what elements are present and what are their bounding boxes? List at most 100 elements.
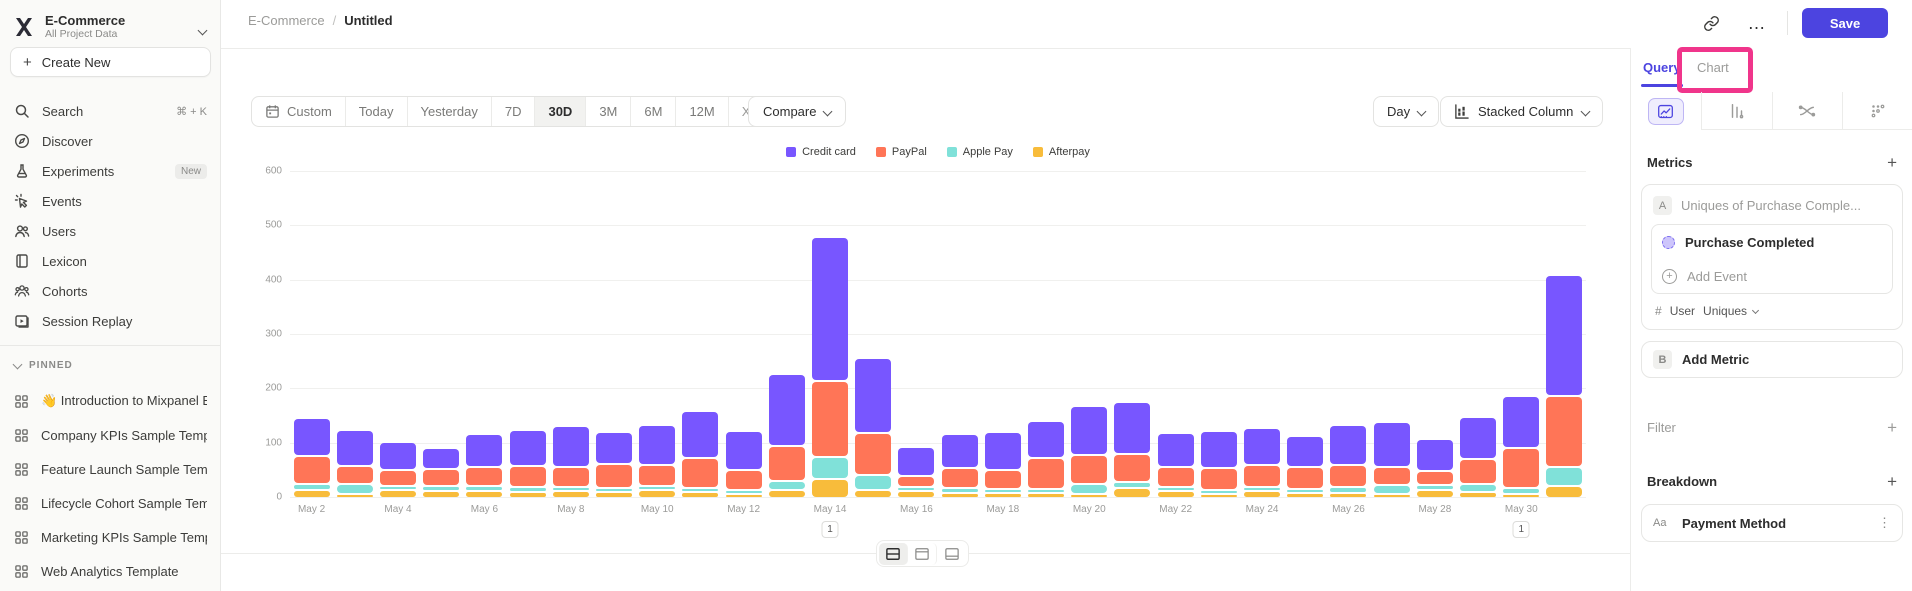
copy-link-icon[interactable]: [1695, 8, 1727, 38]
bar-segment-paypal[interactable]: [1330, 465, 1367, 487]
bar-segment-apple-pay[interactable]: [898, 487, 935, 491]
bar-may-20[interactable]: May 20: [1068, 171, 1111, 515]
bar-segment-credit-card[interactable]: [682, 412, 719, 457]
bar-may-2[interactable]: May 2: [290, 171, 333, 515]
sidebar-item-experiments[interactable]: Experiments New: [0, 156, 221, 186]
bar-segment-credit-card[interactable]: [812, 237, 849, 381]
bar-segment-apple-pay[interactable]: [1200, 491, 1237, 493]
bar-segment-paypal[interactable]: [423, 469, 460, 486]
pinned-board-item[interactable]: Company KPIs Sample Templat: [0, 418, 221, 452]
bar-segment-paypal[interactable]: [1546, 396, 1583, 467]
date-range-3m[interactable]: 3M: [586, 97, 632, 126]
bar-segment-afterpay[interactable]: [423, 491, 460, 497]
bar-may-11[interactable]: [679, 171, 722, 497]
bar-segment-apple-pay[interactable]: [380, 486, 416, 489]
top-panel-view-button[interactable]: [908, 542, 937, 565]
bar-segment-apple-pay[interactable]: [1157, 488, 1194, 491]
bar-segment-paypal[interactable]: [1071, 456, 1108, 484]
bar-segment-credit-card[interactable]: [984, 433, 1021, 470]
bar-segment-afterpay[interactable]: [509, 493, 546, 497]
bar-segment-credit-card[interactable]: [1373, 423, 1410, 466]
bar-segment-credit-card[interactable]: [768, 374, 805, 445]
bar-segment-credit-card[interactable]: [639, 426, 676, 464]
compare-button[interactable]: Compare: [748, 96, 847, 127]
bar-may-28[interactable]: May 28: [1413, 171, 1456, 515]
bar-segment-credit-card[interactable]: [336, 430, 373, 465]
bar-segment-afterpay[interactable]: [1071, 494, 1108, 497]
bar-segment-afterpay[interactable]: [682, 493, 719, 497]
bar-segment-apple-pay[interactable]: [1071, 485, 1108, 493]
bar-segment-afterpay[interactable]: [725, 495, 762, 497]
bar-segment-credit-card[interactable]: [725, 431, 762, 469]
bar-may-18[interactable]: May 18: [981, 171, 1024, 515]
bar-segment-afterpay[interactable]: [984, 494, 1021, 497]
bar-segment-paypal[interactable]: [1244, 465, 1281, 487]
bar-may-31[interactable]: [1543, 171, 1586, 497]
bar-may-6[interactable]: May 6: [463, 171, 506, 515]
date-range-7d[interactable]: 7D: [492, 97, 536, 126]
bar-may-13[interactable]: [765, 171, 808, 497]
bar-segment-apple-pay[interactable]: [1287, 490, 1324, 493]
create-new-button[interactable]: + Create New: [10, 47, 211, 77]
bar-segment-afterpay[interactable]: [1416, 491, 1453, 497]
add-breakdown-plus-icon[interactable]: +: [1887, 472, 1897, 491]
bar-segment-apple-pay[interactable]: [984, 489, 1021, 493]
bar-segment-afterpay[interactable]: [768, 490, 805, 497]
bar-segment-afterpay[interactable]: [1460, 493, 1497, 497]
bar-segment-paypal[interactable]: [1373, 467, 1410, 484]
bar-segment-afterpay[interactable]: [1330, 493, 1367, 497]
bar-segment-paypal[interactable]: [1503, 449, 1540, 488]
bar-may-24[interactable]: May 24: [1240, 171, 1283, 515]
kebab-menu-icon[interactable]: ⋮: [1878, 515, 1891, 530]
bar-may-4[interactable]: May 4: [376, 171, 419, 515]
add-filter-plus-icon[interactable]: +: [1887, 418, 1897, 437]
bar-segment-credit-card[interactable]: [509, 431, 546, 465]
bar-may-15[interactable]: [852, 171, 895, 497]
bar-segment-paypal[interactable]: [1416, 472, 1453, 484]
breadcrumb-parent[interactable]: E-Commerce: [248, 13, 325, 28]
bar-segment-afterpay[interactable]: [639, 491, 676, 497]
bar-segment-paypal[interactable]: [293, 456, 330, 483]
event-row[interactable]: Purchase Completed: [1652, 225, 1892, 259]
bar-segment-paypal[interactable]: [552, 467, 589, 487]
bar-segment-paypal[interactable]: [466, 468, 503, 486]
aggregation-type-dropdown[interactable]: Uniques: [1703, 304, 1760, 318]
add-metric-plus-icon[interactable]: +: [1887, 153, 1897, 172]
bar-segment-afterpay[interactable]: [1244, 492, 1281, 497]
annotation-badge[interactable]: 1: [1512, 521, 1530, 538]
bar-may-25[interactable]: [1284, 171, 1327, 497]
bar-may-3[interactable]: [333, 171, 376, 497]
bar-segment-afterpay[interactable]: [1200, 495, 1237, 497]
bar-segment-apple-pay[interactable]: [1028, 490, 1065, 493]
date-range-custom[interactable]: Custom: [252, 97, 346, 126]
bar-segment-apple-pay[interactable]: [1330, 488, 1367, 492]
bar-segment-apple-pay[interactable]: [336, 485, 373, 493]
bar-segment-credit-card[interactable]: [1546, 276, 1583, 395]
bar-segment-credit-card[interactable]: [1330, 425, 1367, 464]
chart-type-button[interactable]: Stacked Column: [1440, 96, 1604, 127]
bar-segment-afterpay[interactable]: [1114, 489, 1151, 497]
bar-segment-apple-pay[interactable]: [466, 487, 503, 491]
bar-segment-paypal[interactable]: [941, 468, 978, 488]
sidebar-item-discover[interactable]: Discover: [0, 126, 221, 156]
bar-segment-apple-pay[interactable]: [1416, 485, 1453, 490]
bar-may-10[interactable]: May 10: [636, 171, 679, 515]
bar-segment-paypal[interactable]: [855, 434, 892, 474]
save-button[interactable]: Save: [1802, 8, 1888, 38]
bar-may-27[interactable]: [1370, 171, 1413, 497]
date-range-today[interactable]: Today: [346, 97, 408, 126]
bar-segment-apple-pay[interactable]: [682, 488, 719, 492]
bar-segment-apple-pay[interactable]: [552, 488, 589, 491]
bar-segment-afterpay[interactable]: [1287, 494, 1324, 497]
date-range-30d[interactable]: 30D: [535, 97, 587, 126]
tab-retention-icon[interactable]: [1843, 92, 1912, 130]
project-chevron-down-icon[interactable]: [197, 21, 208, 39]
bar-may-30[interactable]: May 30 1: [1500, 171, 1543, 538]
add-event-row[interactable]: + Add Event: [1652, 259, 1892, 293]
split-view-button[interactable]: [879, 542, 908, 565]
bar-segment-afterpay[interactable]: [1503, 494, 1540, 497]
bar-segment-afterpay[interactable]: [1157, 492, 1194, 497]
bar-may-5[interactable]: [420, 171, 463, 497]
bar-segment-afterpay[interactable]: [812, 479, 849, 497]
bar-may-8[interactable]: May 8: [549, 171, 592, 515]
